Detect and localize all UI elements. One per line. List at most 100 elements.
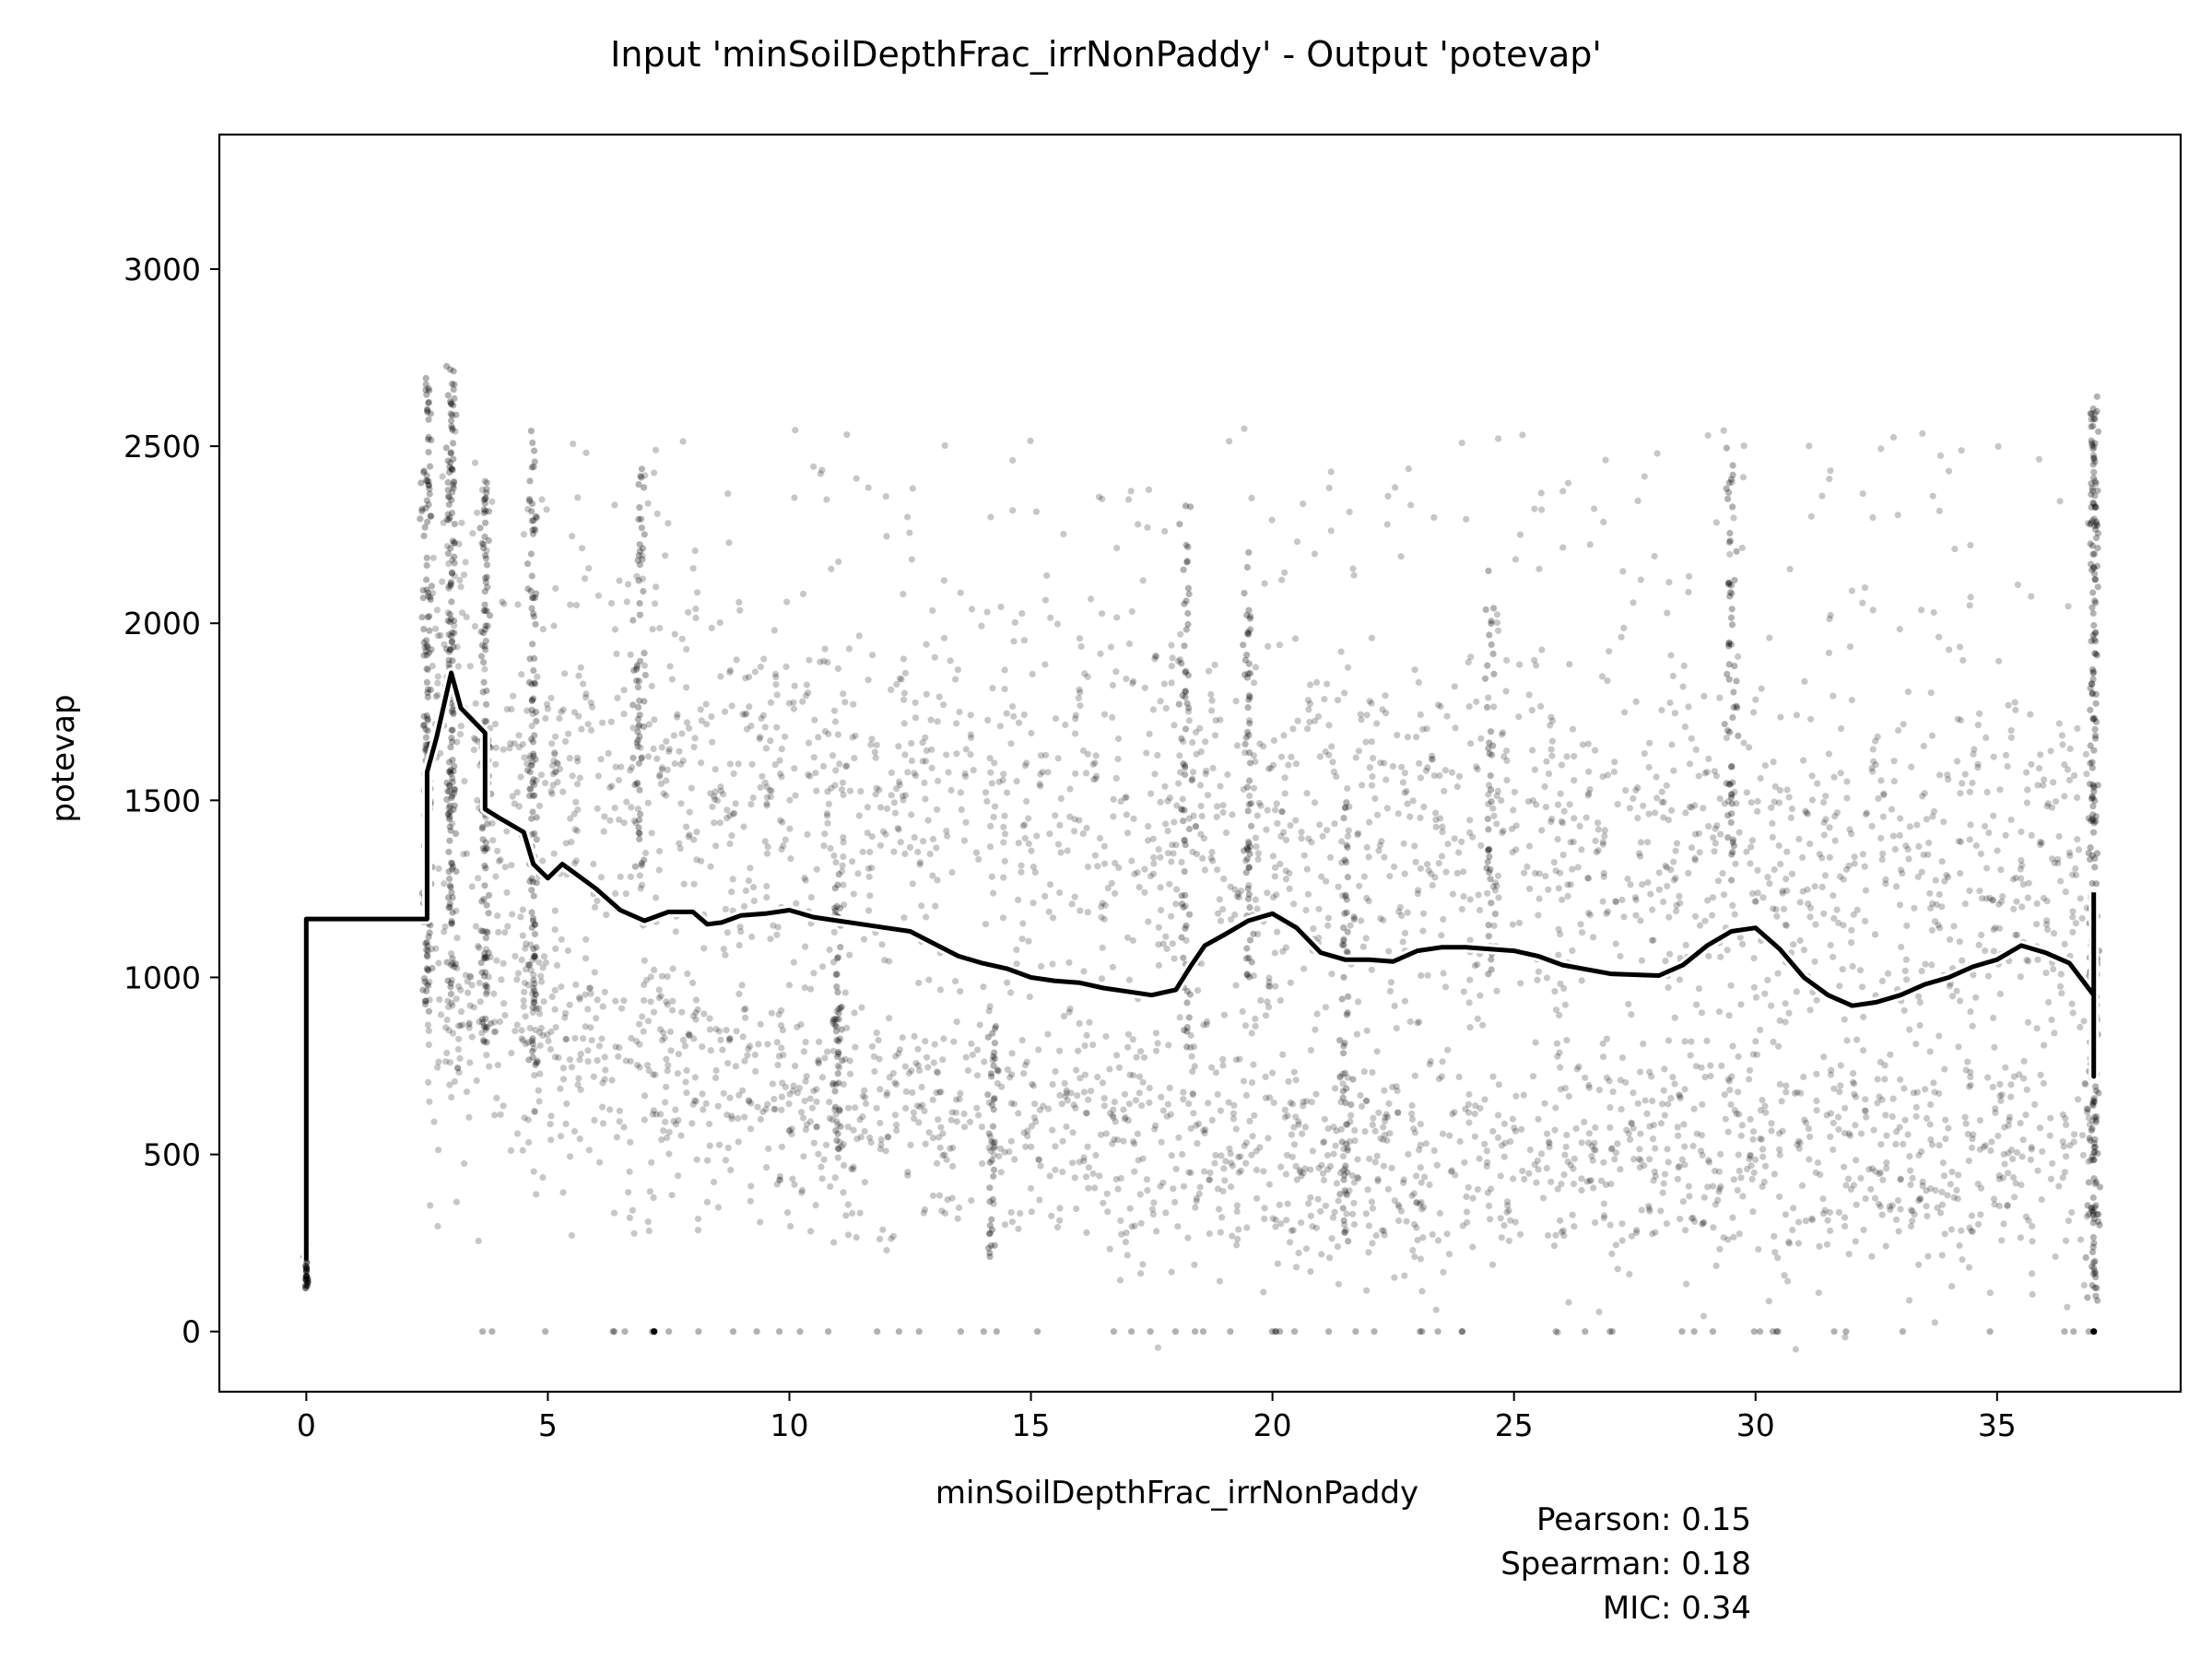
scatter-point <box>1695 830 1702 837</box>
scatter-point <box>1503 757 1511 765</box>
scatter-point <box>936 1144 944 1151</box>
scatter-point <box>1391 1002 1398 1009</box>
scatter-point <box>1418 971 1425 979</box>
scatter-point <box>1614 801 1621 808</box>
scatter-point <box>530 610 537 618</box>
scatter-point <box>1251 1112 1258 1119</box>
scatter-point <box>1246 936 1254 944</box>
scatter-point <box>533 944 540 951</box>
scatter-point <box>533 514 540 522</box>
scatter-point <box>1189 1089 1196 1097</box>
scatter-point <box>1611 759 1618 766</box>
scatter-point <box>1996 786 2004 794</box>
scatter-point <box>2086 1121 2093 1128</box>
scatter-point <box>2004 1202 2011 1209</box>
scatter-point <box>1735 653 1742 661</box>
scatter-point <box>1954 715 1961 723</box>
scatter-point <box>529 1008 536 1017</box>
scatter-point <box>1155 961 1162 969</box>
scatter-point <box>669 1006 677 1014</box>
scatter-point <box>545 1037 552 1045</box>
scatter-point <box>1007 1137 1015 1145</box>
scatter-point <box>634 557 641 564</box>
scatter-point <box>1363 894 1371 902</box>
scatter-point <box>532 620 539 628</box>
scatter-point <box>838 867 846 875</box>
scatter-point <box>1246 792 1253 800</box>
scatter-point <box>990 1096 997 1103</box>
scatter-point <box>1151 1125 1159 1133</box>
scatter-point <box>1125 640 1134 648</box>
scatter-point <box>2082 1080 2089 1088</box>
scatter-point <box>1040 1102 1047 1110</box>
scatter-point <box>2007 1147 2016 1154</box>
scatter-point <box>552 768 559 775</box>
scatter-point <box>1606 648 1613 655</box>
scatter-point <box>835 1079 842 1087</box>
scatter-point <box>772 674 780 681</box>
scatter-point <box>679 438 687 445</box>
scatter-point <box>448 708 455 715</box>
scatter-point <box>999 776 1006 784</box>
scatter-point <box>574 494 582 501</box>
scatter-point <box>926 851 934 858</box>
scatter-point <box>1961 771 1969 778</box>
scatter-point <box>706 1015 713 1022</box>
scatter-point <box>1109 681 1116 689</box>
scatter-point <box>1469 1243 1477 1251</box>
scatter-point <box>1242 1139 1250 1147</box>
scatter-point <box>480 678 488 686</box>
scatter-point <box>529 792 536 799</box>
scatter-point <box>1174 657 1182 665</box>
scatter-point <box>1154 1040 1161 1047</box>
scatter-point <box>1182 502 1190 510</box>
scatter-point <box>1869 746 1877 753</box>
scatter-point <box>508 862 515 869</box>
scatter-point <box>1541 1100 1548 1107</box>
scatter-point <box>2017 865 2024 873</box>
scatter-point <box>1338 838 1346 845</box>
scatter-point <box>1612 899 1619 906</box>
scatter-point <box>720 946 727 953</box>
scatter-point <box>1575 1063 1583 1070</box>
scatter-point <box>572 857 580 865</box>
scatter-point <box>1071 828 1078 835</box>
scatter-point <box>1330 1150 1337 1158</box>
scatter-point <box>921 1107 928 1114</box>
scatter-point <box>1538 506 1546 513</box>
scatter-point <box>1081 670 1088 677</box>
scatter-point <box>776 1176 783 1183</box>
scatter-point <box>849 1209 856 1217</box>
scatter-point <box>1720 1234 1727 1241</box>
scatter-point <box>988 1216 995 1223</box>
scatter-point <box>453 738 461 746</box>
scatter-point <box>1543 974 1550 982</box>
scatter-point <box>1802 1119 1810 1126</box>
scatter-point <box>1820 799 1828 806</box>
scatter-point <box>1990 947 1997 955</box>
scatter-point <box>1052 715 1060 723</box>
scatter-point <box>1835 1208 1842 1216</box>
scatter-point <box>1164 797 1171 805</box>
scatter-point <box>1876 1093 1883 1100</box>
scatter-point <box>1059 1168 1066 1176</box>
scatter-point <box>1292 817 1300 824</box>
scatter-point <box>840 791 847 799</box>
scatter-point <box>957 589 964 596</box>
scatter-point <box>1977 850 1984 858</box>
scatter-point <box>584 1006 592 1013</box>
scatter-point <box>2075 846 2083 853</box>
scatter-point <box>530 1045 538 1053</box>
scatter-point <box>1182 922 1190 929</box>
scatter-point <box>1643 1110 1651 1117</box>
scatter-point <box>527 761 535 770</box>
scatter-point <box>789 1175 796 1182</box>
scatter-point <box>1052 1067 1059 1076</box>
scatter-point <box>1139 1261 1147 1268</box>
scatter-point <box>694 1227 702 1234</box>
scatter-point <box>773 931 781 938</box>
scatter-point <box>1235 1169 1242 1176</box>
scatter-point <box>1076 686 1083 693</box>
scatter-point <box>1277 832 1285 841</box>
scatter-point <box>1346 508 1353 516</box>
